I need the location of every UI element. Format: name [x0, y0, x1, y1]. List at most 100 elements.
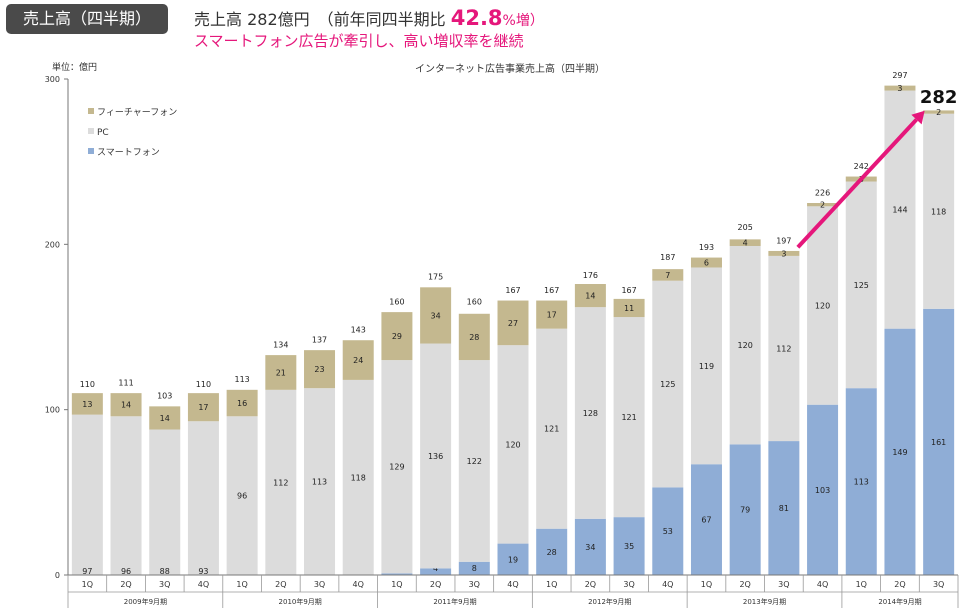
section-badge: 売上高（四半期）: [6, 4, 168, 34]
data-label: 2: [936, 108, 941, 117]
legend-swatch: [88, 128, 94, 134]
bar-segment: [768, 250, 800, 256]
bar-segment: [71, 393, 103, 415]
total-label: 205: [738, 223, 753, 232]
data-label: 8: [472, 564, 477, 573]
x-tick-label: 4Q: [353, 580, 364, 589]
bar-segment: [187, 421, 219, 575]
data-label: 14: [585, 292, 595, 301]
total-label: 137: [312, 335, 327, 344]
data-label: 136: [428, 452, 443, 461]
bar-segment: [458, 561, 490, 575]
bar-segment: [420, 287, 452, 344]
fiscal-year-label: 2010年9月期: [279, 597, 322, 606]
legend-swatch: [88, 108, 94, 114]
legend-label: フィーチャーフォン: [97, 107, 177, 118]
bar-segment: [342, 340, 374, 380]
data-label: 24: [353, 356, 363, 365]
data-label: 17: [198, 403, 208, 412]
legend-label: スマートフォン: [97, 148, 160, 158]
headline-growth-percent: 42.8: [450, 6, 503, 30]
data-label: 13: [82, 400, 92, 409]
x-tick-label: 3Q: [159, 580, 170, 589]
growth-arrow-head: [911, 110, 925, 125]
x-tick-label: 2Q: [430, 580, 441, 589]
bar-segment: [923, 113, 955, 309]
data-label: 23: [314, 365, 324, 374]
bar-segment: [420, 343, 452, 569]
bar-segment: [574, 284, 606, 308]
y-tick-label: 300: [45, 75, 60, 84]
data-label: 144: [892, 206, 907, 215]
bar-segment: [613, 317, 645, 518]
bar-segment: [574, 307, 606, 519]
fiscal-year-label: 2011年9月期: [433, 597, 476, 606]
data-label: 149: [892, 448, 907, 457]
headline: 売上高 282億円 （前年同四半期比 42.8%増）: [194, 6, 544, 30]
x-tick-label: 1Q: [391, 580, 402, 589]
data-label: 103: [815, 486, 830, 495]
total-label: 110: [80, 380, 95, 389]
data-label: 27: [508, 319, 518, 328]
total-label: 297: [892, 71, 907, 80]
data-label: 7: [665, 271, 670, 280]
data-label: 96: [121, 567, 131, 576]
total-label: 197: [776, 236, 791, 245]
bar-segment: [690, 464, 722, 575]
total-label: 175: [428, 273, 443, 282]
bar-segment: [807, 203, 839, 207]
data-label: 121: [544, 425, 559, 434]
x-tick-label: 2Q: [120, 580, 131, 589]
data-label: 121: [621, 413, 636, 422]
data-label: 53: [663, 527, 673, 536]
x-tick-label: 3Q: [314, 580, 325, 589]
y-tick-label: 100: [45, 406, 60, 415]
headline-prefix: 売上高 282億円 （前年同四半期比: [194, 10, 451, 29]
data-label: 67: [701, 516, 711, 525]
bar-segment: [845, 388, 877, 575]
x-tick-label: 1Q: [82, 580, 93, 589]
data-label: 14: [121, 401, 131, 410]
bar-segment: [613, 517, 645, 575]
total-label: 226: [815, 188, 830, 197]
data-label: 4: [743, 239, 748, 248]
bar-segment: [845, 181, 877, 389]
bar-segment: [304, 350, 336, 389]
bar-segment: [652, 280, 684, 488]
bar-segment: [381, 312, 413, 361]
x-tick-label: 2Q: [585, 580, 596, 589]
bar-segment: [187, 393, 219, 422]
total-label: 134: [273, 340, 288, 349]
data-label: 125: [660, 380, 675, 389]
total-label: 113: [234, 375, 249, 384]
x-tick-label: 1Q: [701, 580, 712, 589]
x-tick-label: 3Q: [623, 580, 634, 589]
data-label: 118: [931, 207, 946, 216]
bar-segment: [265, 389, 297, 575]
x-tick-label: 2Q: [739, 580, 750, 589]
data-label: 81: [779, 504, 789, 513]
legend-swatch: [88, 148, 94, 154]
unit-label: 単位：億円: [52, 61, 97, 73]
data-label: 113: [854, 478, 869, 487]
data-label: 88: [160, 567, 170, 576]
data-label: 35: [624, 542, 634, 551]
total-label: 193: [699, 243, 714, 252]
latest-total-callout: 282: [920, 87, 958, 108]
data-label: 3: [897, 84, 902, 93]
bar-segment: [690, 267, 722, 465]
bar-segment: [923, 110, 955, 114]
x-tick-label: 2Q: [894, 580, 905, 589]
data-label: 113: [312, 478, 327, 487]
data-label: 34: [585, 543, 595, 552]
data-label: 128: [583, 409, 598, 418]
bar-segment: [149, 406, 181, 430]
x-tick-label: 3Q: [933, 580, 944, 589]
total-label: 111: [118, 378, 133, 387]
x-tick-label: 4Q: [662, 580, 673, 589]
bar-segment: [923, 308, 955, 575]
total-label: 143: [351, 326, 366, 335]
data-label: 29: [392, 332, 402, 341]
bar-segment: [729, 444, 761, 575]
